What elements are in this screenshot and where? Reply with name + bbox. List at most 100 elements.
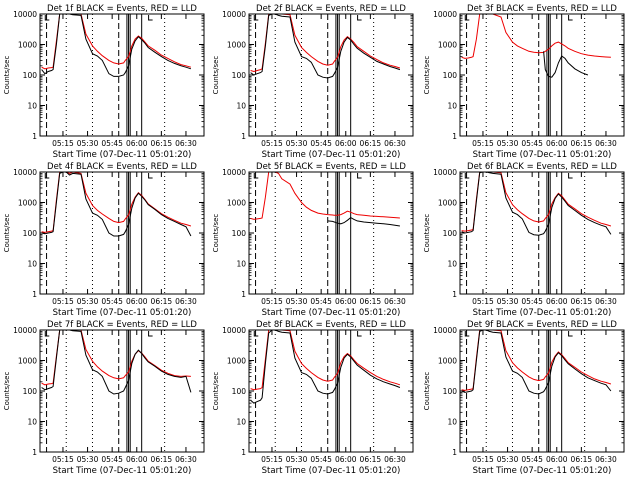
x-tick-label: 06:00 [546,139,568,148]
x-tick-label: 05:15 [472,139,494,148]
series-group [41,14,192,77]
x-tick-label: 05:45 [521,139,543,148]
series-group [461,330,612,395]
x-tick-label: 06:15 [151,139,173,148]
x-tick-label: 06:30 [384,297,406,306]
x-tick-label: 05:15 [472,297,494,306]
y-axis-label: Counts/sec [3,56,11,95]
series-group [41,172,192,237]
y-axis-label: Counts/sec [3,372,11,411]
bracket-marker [148,331,153,337]
x-tick-label: 06:30 [384,455,406,464]
marker-lines [46,172,204,294]
x-axis-label: Start Time (07-Dec-11 05:01:20) [262,466,401,476]
panel-title: Det 6f BLACK = Events, RED = LLD [467,162,617,172]
x-tick-label: 06:15 [571,139,593,148]
y-tick-label: 10000 [433,10,457,19]
panel-title: Det 9f BLACK = Events, RED = LLD [467,320,617,330]
y-tick-label: 10 [27,260,37,269]
y-tick-label: 100 [23,229,38,238]
panel-title: Det 1f BLACK = Events, RED = LLD [47,4,197,14]
marker-lines [255,172,413,294]
x-tick-label: 05:15 [261,455,283,464]
x-tick-label: 06:15 [151,297,173,306]
y-tick-label: 1 [32,448,37,457]
marker-lines [255,14,413,136]
series-events-line [461,330,612,395]
detector-panel-9: Det 9f BLACK = Events, RED = LLD Counts/s… [423,320,625,476]
x-tick-label: 06:00 [126,297,148,306]
y-tick-label: 10000 [13,168,37,177]
x-tick-label: 05:30 [77,139,99,148]
y-tick-label: 1 [241,290,246,299]
plot-frame [39,13,205,137]
x-tick-label: 06:00 [335,297,357,306]
x-tick-label: 05:45 [101,455,123,464]
bracket-marker [253,173,259,179]
x-tick-label: 06:15 [360,297,382,306]
y-tick-label: 1 [32,132,37,141]
x-tick-label: 05:30 [77,297,99,306]
x-axis-label: Start Time (07-Dec-11 05:01:20) [262,150,401,160]
y-tick-label: 10 [447,418,457,427]
plot-frame [248,329,414,453]
x-tick-label: 05:45 [101,139,123,148]
y-tick-label: 1000 [227,41,246,50]
y-tick-label: 1 [452,132,457,141]
x-tick-label: 05:15 [52,455,74,464]
x-tick-label: 05:45 [310,297,332,306]
y-tick-label: 100 [443,71,458,80]
x-tick-label: 06:00 [126,455,148,464]
y-tick-label: 1000 [227,199,246,208]
detector-panel-7: Det 7f BLACK = Events, RED = LLD Counts/s… [3,320,205,476]
marker-lines [46,330,204,452]
x-axis-label: Start Time (07-Dec-11 05:01:20) [473,150,612,160]
y-tick-label: 1000 [18,357,37,366]
panel-title: Det 7f BLACK = Events, RED = LLD [47,320,197,330]
y-tick-label: 1000 [18,199,37,208]
panel-title: Det 2f BLACK = Events, RED = LLD [256,4,406,14]
y-tick-label: 10 [27,102,37,111]
bracket-marker [44,331,50,337]
y-tick-label: 10000 [222,326,246,335]
x-axis-label: Start Time (07-Dec-11 05:01:20) [262,308,401,318]
y-tick-label: 1000 [18,41,37,50]
x-axis-label: Start Time (07-Dec-11 05:01:20) [53,466,192,476]
x-tick-label: 06:30 [595,455,617,464]
series-group [41,330,192,395]
bracket-marker [568,15,573,21]
series-lld-line [461,14,611,59]
series-events-line [250,330,401,404]
y-tick-label: 10 [447,102,457,111]
x-tick-label: 06:30 [384,139,406,148]
series-group [250,14,401,79]
y-tick-label: 100 [232,229,247,238]
y-tick-label: 1000 [227,357,246,366]
x-tick-label: 06:00 [546,297,568,306]
x-tick-label: 05:30 [497,297,519,306]
x-tick-label: 06:30 [175,455,197,464]
panel-title: Det 3f BLACK = Events, RED = LLD [467,4,617,14]
x-tick-label: 05:30 [286,455,308,464]
plot-frame [459,329,625,453]
y-tick-label: 1 [241,448,246,457]
marker-lines [46,14,204,136]
x-axis-label: Start Time (07-Dec-11 05:01:20) [473,308,612,318]
x-tick-label: 06:15 [571,297,593,306]
x-tick-label: 05:45 [521,297,543,306]
y-tick-label: 10 [236,418,246,427]
x-tick-label: 05:15 [261,297,283,306]
series-events-line [543,51,589,78]
y-tick-label: 1000 [438,199,457,208]
x-tick-label: 05:15 [472,455,494,464]
x-tick-label: 05:15 [52,139,74,148]
bracket-marker [568,173,573,179]
series-events-line [461,172,612,236]
x-tick-label: 06:00 [335,139,357,148]
y-tick-label: 100 [23,71,38,80]
series-events-line [41,330,192,395]
bracket-marker [148,15,153,21]
panel-title: Det 8f BLACK = Events, RED = LLD [256,320,406,330]
x-tick-label: 06:00 [126,139,148,148]
